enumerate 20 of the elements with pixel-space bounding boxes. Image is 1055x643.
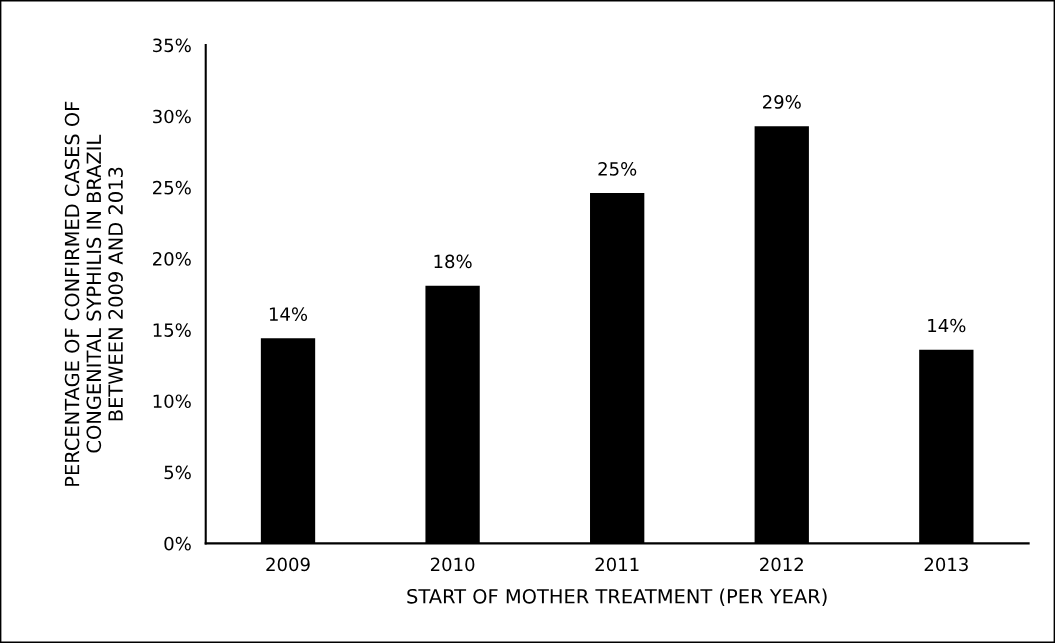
y-tick-label: 5% (164, 465, 191, 480)
x-tick-label: 2012 (760, 557, 803, 572)
data-label: 18% (434, 254, 472, 269)
x-tick-label: 2010 (430, 557, 475, 572)
y-tick-label: 15% (153, 323, 191, 337)
data-label: 14% (928, 318, 966, 333)
y-tick-label: 35% (153, 38, 191, 53)
x-tick-label: 2009 (266, 557, 310, 572)
y-tick-label: 20% (153, 252, 191, 266)
data-label: 25% (598, 162, 637, 176)
x-axis-title: START OF MOTHER TREATMENT (PER YEAR) (407, 588, 827, 606)
y-tick-label: 30% (153, 109, 191, 124)
y-tick-label: 0% (164, 536, 191, 551)
y-axis-title: PERCENTAGE OF CONFIRMED CASES OF CONGENITAL SYPHILIS IN BRAZIL BETWEEN 2009 AND 2013 (64, 101, 123, 486)
x-tick-label: 2013 (924, 557, 968, 572)
x-tick-label: 2011 (595, 557, 639, 572)
y-tick-label: 10% (153, 394, 191, 409)
y-tick-label: 25% (153, 180, 191, 195)
data-label: 29% (763, 95, 801, 109)
data-label: 14% (269, 307, 308, 321)
